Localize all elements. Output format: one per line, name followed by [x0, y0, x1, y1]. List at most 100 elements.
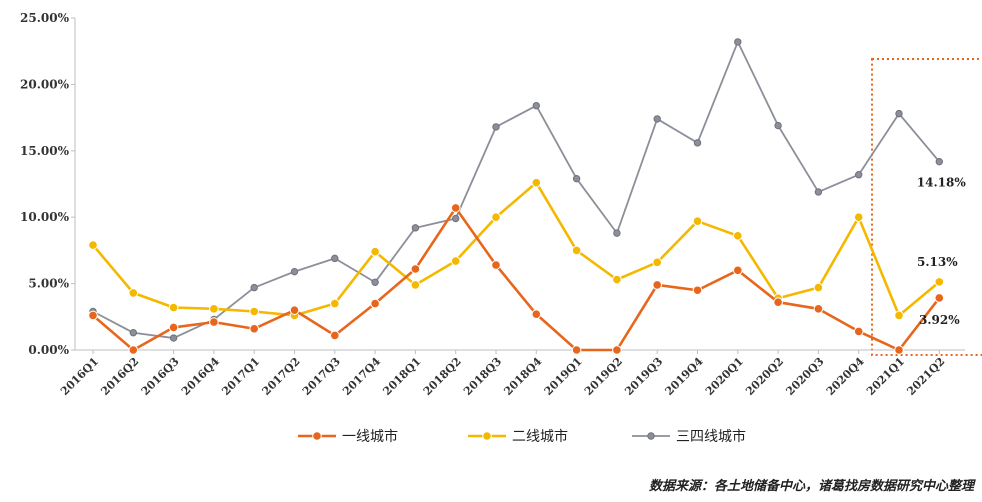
data-point — [249, 323, 259, 334]
data-labels: 14.18% 5.13% 3.92% — [917, 176, 967, 327]
x-tick-label: 2020Q4 — [824, 355, 867, 398]
data-point — [492, 123, 500, 131]
x-tick-label: 2016Q2 — [98, 355, 141, 398]
data-point — [652, 280, 663, 290]
data-point — [774, 121, 782, 130]
data-point — [733, 265, 743, 276]
data-point — [88, 240, 98, 250]
x-tick-label: 2016Q1 — [58, 355, 101, 398]
axes: 0.00% 5.00% 10.00% 15.00% 20.00% 25.00% 2016Q1… — [20, 11, 965, 398]
y-tick-label: 10.00% — [20, 210, 70, 224]
data-point — [168, 302, 179, 313]
data-source-note: 数据来源：各土地储备中心，诸葛找房数据研究中心整理 — [648, 479, 974, 494]
x-tick-label: 2020Q3 — [783, 355, 826, 398]
data-point — [411, 224, 420, 232]
data-label: 14.18% — [917, 176, 967, 190]
data-point — [209, 317, 219, 327]
data-label: 3.92% — [919, 313, 960, 327]
data-point — [935, 157, 943, 166]
data-point — [330, 298, 340, 309]
data-point — [734, 38, 742, 46]
legend-swatch-marker — [482, 431, 492, 441]
legend-label: 三四线城市 — [676, 428, 746, 445]
x-tick-label: 2019Q4 — [663, 355, 706, 398]
legend-swatch-marker — [647, 432, 655, 440]
data-point — [128, 345, 139, 355]
data-point — [692, 285, 703, 296]
data-point — [371, 278, 379, 286]
y-tick-label: 5.00% — [28, 277, 69, 291]
x-tick-label: 2020Q1 — [703, 355, 746, 398]
data-point — [532, 101, 540, 110]
data-point — [813, 282, 824, 293]
data-point — [370, 246, 380, 257]
x-tick-label: 2019Q2 — [582, 355, 625, 398]
y-tick-label: 15.00% — [20, 144, 70, 158]
legend-label: 一线城市 — [342, 428, 398, 445]
data-point — [733, 230, 743, 241]
data-point — [330, 330, 340, 341]
x-tick-label: 2017Q2 — [260, 355, 303, 398]
data-point — [692, 216, 703, 226]
data-point — [128, 288, 139, 298]
x-tick-label: 2018Q3 — [461, 355, 504, 398]
x-tick-label: 2017Q4 — [340, 355, 383, 398]
data-point — [129, 329, 138, 337]
data-point — [571, 245, 582, 256]
x-tick-label: 2018Q4 — [501, 355, 544, 398]
highlight-box — [871, 58, 982, 356]
data-point — [612, 345, 622, 355]
data-point — [169, 334, 178, 342]
data-point — [894, 345, 904, 355]
data-point — [250, 283, 258, 292]
data-point — [450, 203, 461, 213]
x-tick-label: 2018Q2 — [421, 355, 464, 398]
x-tick-label: 2021Q2 — [904, 355, 947, 398]
data-point — [452, 214, 460, 223]
data-point — [88, 310, 98, 321]
data-point — [894, 310, 904, 321]
x-tick-label: 2018Q1 — [380, 355, 423, 398]
x-tick-label: 2017Q1 — [219, 355, 262, 398]
data-point — [855, 171, 863, 179]
series-lines — [88, 38, 945, 355]
legend-label: 二线城市 — [512, 428, 568, 445]
data-point — [410, 264, 421, 274]
data-point — [693, 139, 702, 147]
data-point — [612, 274, 622, 285]
data-point — [934, 277, 945, 287]
x-tick-label: 2019Q1 — [542, 355, 585, 398]
data-point — [814, 188, 823, 196]
data-point — [289, 305, 300, 315]
data-point — [531, 177, 542, 188]
data-point — [290, 267, 299, 276]
data-point — [813, 304, 824, 314]
data-point — [853, 212, 864, 222]
series-line-0 — [92, 206, 941, 352]
data-point — [168, 322, 179, 333]
data-point — [531, 309, 542, 319]
data-point — [895, 109, 903, 118]
data-point — [652, 257, 663, 268]
x-tick-label: 2021Q1 — [864, 355, 907, 398]
data-point — [249, 306, 259, 317]
y-tick-label: 25.00% — [20, 11, 70, 25]
data-point — [209, 304, 219, 314]
data-point — [331, 254, 339, 263]
data-point — [572, 174, 581, 183]
data-point — [491, 212, 501, 222]
x-tick-label: 2017Q3 — [300, 355, 343, 398]
data-point — [613, 229, 621, 237]
y-tick-label: 20.00% — [20, 77, 70, 91]
x-tick-label: 2016Q3 — [139, 355, 182, 398]
data-point — [450, 256, 461, 266]
data-label: 5.13% — [917, 255, 958, 269]
data-point — [934, 293, 945, 303]
data-point — [491, 260, 501, 270]
data-point — [773, 297, 783, 307]
x-tick-label: 2016Q4 — [179, 355, 222, 398]
data-point — [571, 345, 582, 355]
legend: 一线城市 二线城市 三四线城市 — [298, 428, 746, 445]
series-line-2 — [92, 41, 940, 339]
